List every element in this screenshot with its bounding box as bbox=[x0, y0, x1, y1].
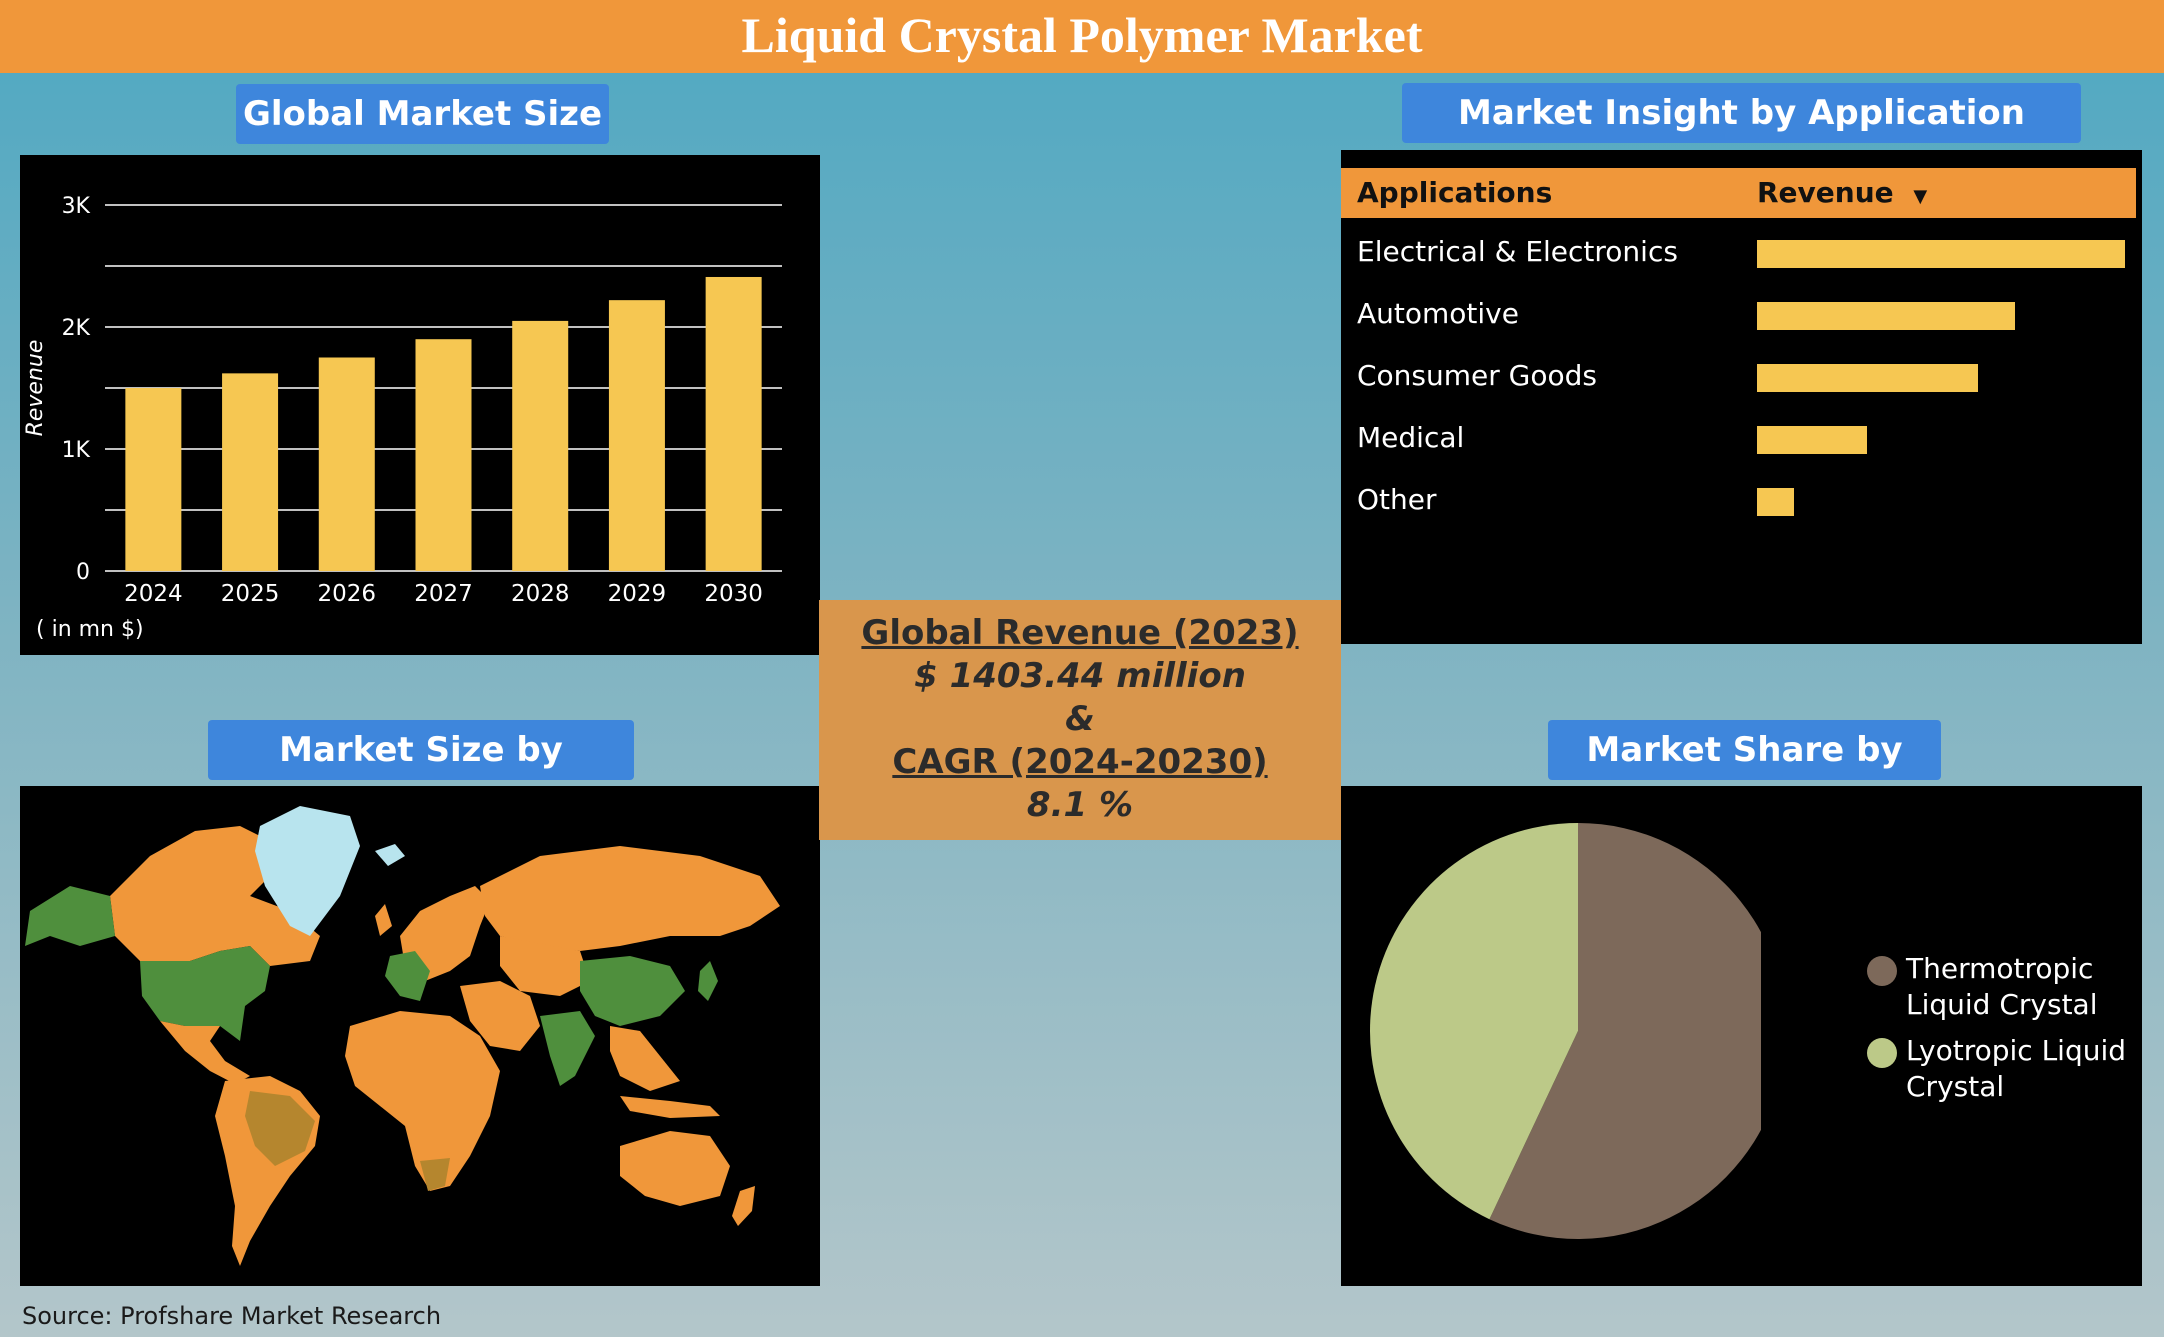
global-revenue-value: $ 1403.44 million bbox=[914, 656, 1246, 696]
y-tick-label: 0 bbox=[76, 560, 90, 585]
bar bbox=[222, 373, 279, 571]
application-row-label: Medical bbox=[1357, 421, 1465, 454]
map-africa bbox=[345, 1011, 500, 1191]
x-tick-label: 2029 bbox=[608, 581, 667, 607]
x-tick-label: 2028 bbox=[511, 581, 570, 607]
application-row-label: Consumer Goods bbox=[1357, 359, 1597, 392]
legend-dot-thermotropic bbox=[1867, 956, 1897, 986]
application-table-header: Applications Revenue ▼ bbox=[1341, 168, 2136, 218]
pie-slice bbox=[1370, 823, 1578, 1220]
map-brazil bbox=[245, 1091, 315, 1166]
source-note: Source: Profshare Market Research bbox=[22, 1302, 442, 1330]
application-row-label: Automotive bbox=[1357, 297, 1519, 330]
x-tick-label: 2025 bbox=[221, 581, 280, 607]
unit-note: ( in mn $) bbox=[36, 617, 144, 642]
global-market-size-chart: 0 1K 2K 3K 2024 2025 2026 2027 2028 2029 2030 Reven… bbox=[23, 194, 782, 642]
global-market-size-panel: 0 1K 2K 3K 2024 2025 2026 2027 2028 2029 2030 Reven… bbox=[20, 155, 820, 655]
y-tick-label: 2K bbox=[62, 316, 91, 341]
map-central-asia bbox=[500, 936, 590, 996]
application-table-panel: Applications Revenue ▼ Electrical & Elec… bbox=[1341, 150, 2142, 644]
application-revenue-bar bbox=[1757, 426, 1867, 454]
map-japan bbox=[698, 961, 718, 1001]
page-title: Liquid Crystal Polymer Market bbox=[0, 0, 2164, 73]
bar bbox=[318, 357, 375, 571]
global-revenue-box: Global Revenue (2023) $ 1403.44 million … bbox=[819, 600, 1341, 840]
global-market-size-title: Global Market Size bbox=[236, 84, 609, 144]
application-revenue-bar bbox=[1757, 302, 2015, 330]
cagr-value: 8.1 % bbox=[1026, 785, 1134, 825]
applications-column-header[interactable]: Applications bbox=[1357, 176, 1553, 209]
map-india bbox=[540, 1011, 595, 1086]
y-tick-label: 1K bbox=[62, 438, 91, 463]
map-usa bbox=[140, 946, 270, 1041]
application-revenue-bar bbox=[1757, 364, 1978, 392]
ampersand: & bbox=[1065, 699, 1095, 739]
market-share-pie bbox=[1370, 823, 1786, 1239]
map-alaska bbox=[25, 886, 115, 946]
market-insight-by-application-title: Market Insight by Application bbox=[1402, 83, 2081, 143]
market-size-by-region-title: Market Size by Region bbox=[208, 720, 634, 830]
cagr-label: CAGR (2024-20230) bbox=[892, 742, 1268, 782]
x-tick-label: 2027 bbox=[414, 581, 473, 607]
legend-dot-lyotropic bbox=[1867, 1038, 1897, 1068]
bar bbox=[512, 320, 569, 571]
legend-label-lyotropic: Lyotropic Liquid Crystal bbox=[1906, 1034, 2127, 1103]
market-share-by-type-title: Market Share by Type bbox=[1548, 720, 1941, 830]
map-southeast-asia bbox=[610, 1026, 680, 1091]
pie-slice bbox=[1489, 823, 1786, 1239]
application-row-label: Other bbox=[1357, 483, 1437, 516]
map-western-europe bbox=[385, 951, 430, 1001]
map-europe bbox=[400, 886, 490, 981]
map-iceland bbox=[375, 844, 405, 866]
map-middle-east bbox=[460, 981, 540, 1051]
world-map-panel bbox=[20, 786, 820, 1286]
map-greenland bbox=[255, 806, 360, 936]
revenue-column-header[interactable]: Revenue ▼ bbox=[1757, 176, 1928, 209]
sort-desc-icon[interactable]: ▼ bbox=[1913, 186, 1928, 207]
map-australia bbox=[620, 1131, 730, 1206]
bar bbox=[608, 300, 665, 571]
map-china bbox=[580, 956, 685, 1026]
bar bbox=[125, 388, 182, 571]
x-tick-label: 2030 bbox=[704, 581, 763, 607]
x-tick-label: 2026 bbox=[318, 581, 377, 607]
y-axis-label: Revenue bbox=[23, 340, 48, 437]
y-tick-label: 3K bbox=[62, 194, 91, 219]
world-map bbox=[25, 806, 780, 1266]
map-south-africa bbox=[420, 1158, 450, 1191]
map-indonesia bbox=[620, 1096, 720, 1118]
map-mexico bbox=[160, 1021, 250, 1084]
map-russia bbox=[480, 846, 780, 951]
bar bbox=[415, 339, 472, 571]
application-revenue-bar bbox=[1757, 488, 1794, 516]
map-new-zealand bbox=[732, 1186, 755, 1226]
bar bbox=[705, 276, 762, 571]
application-row-label: Electrical & Electronics bbox=[1357, 235, 1678, 268]
market-share-panel: Thermotropic Liquid Crystal Lyotropic Li… bbox=[1341, 786, 2142, 1286]
application-revenue-bar bbox=[1757, 240, 2125, 268]
global-revenue-label: Global Revenue (2023) bbox=[861, 613, 1299, 653]
legend-label-thermotropic: Thermotropic Liquid Crystal bbox=[1906, 952, 2098, 1021]
map-uk bbox=[375, 904, 392, 936]
x-tick-label: 2024 bbox=[124, 581, 183, 607]
